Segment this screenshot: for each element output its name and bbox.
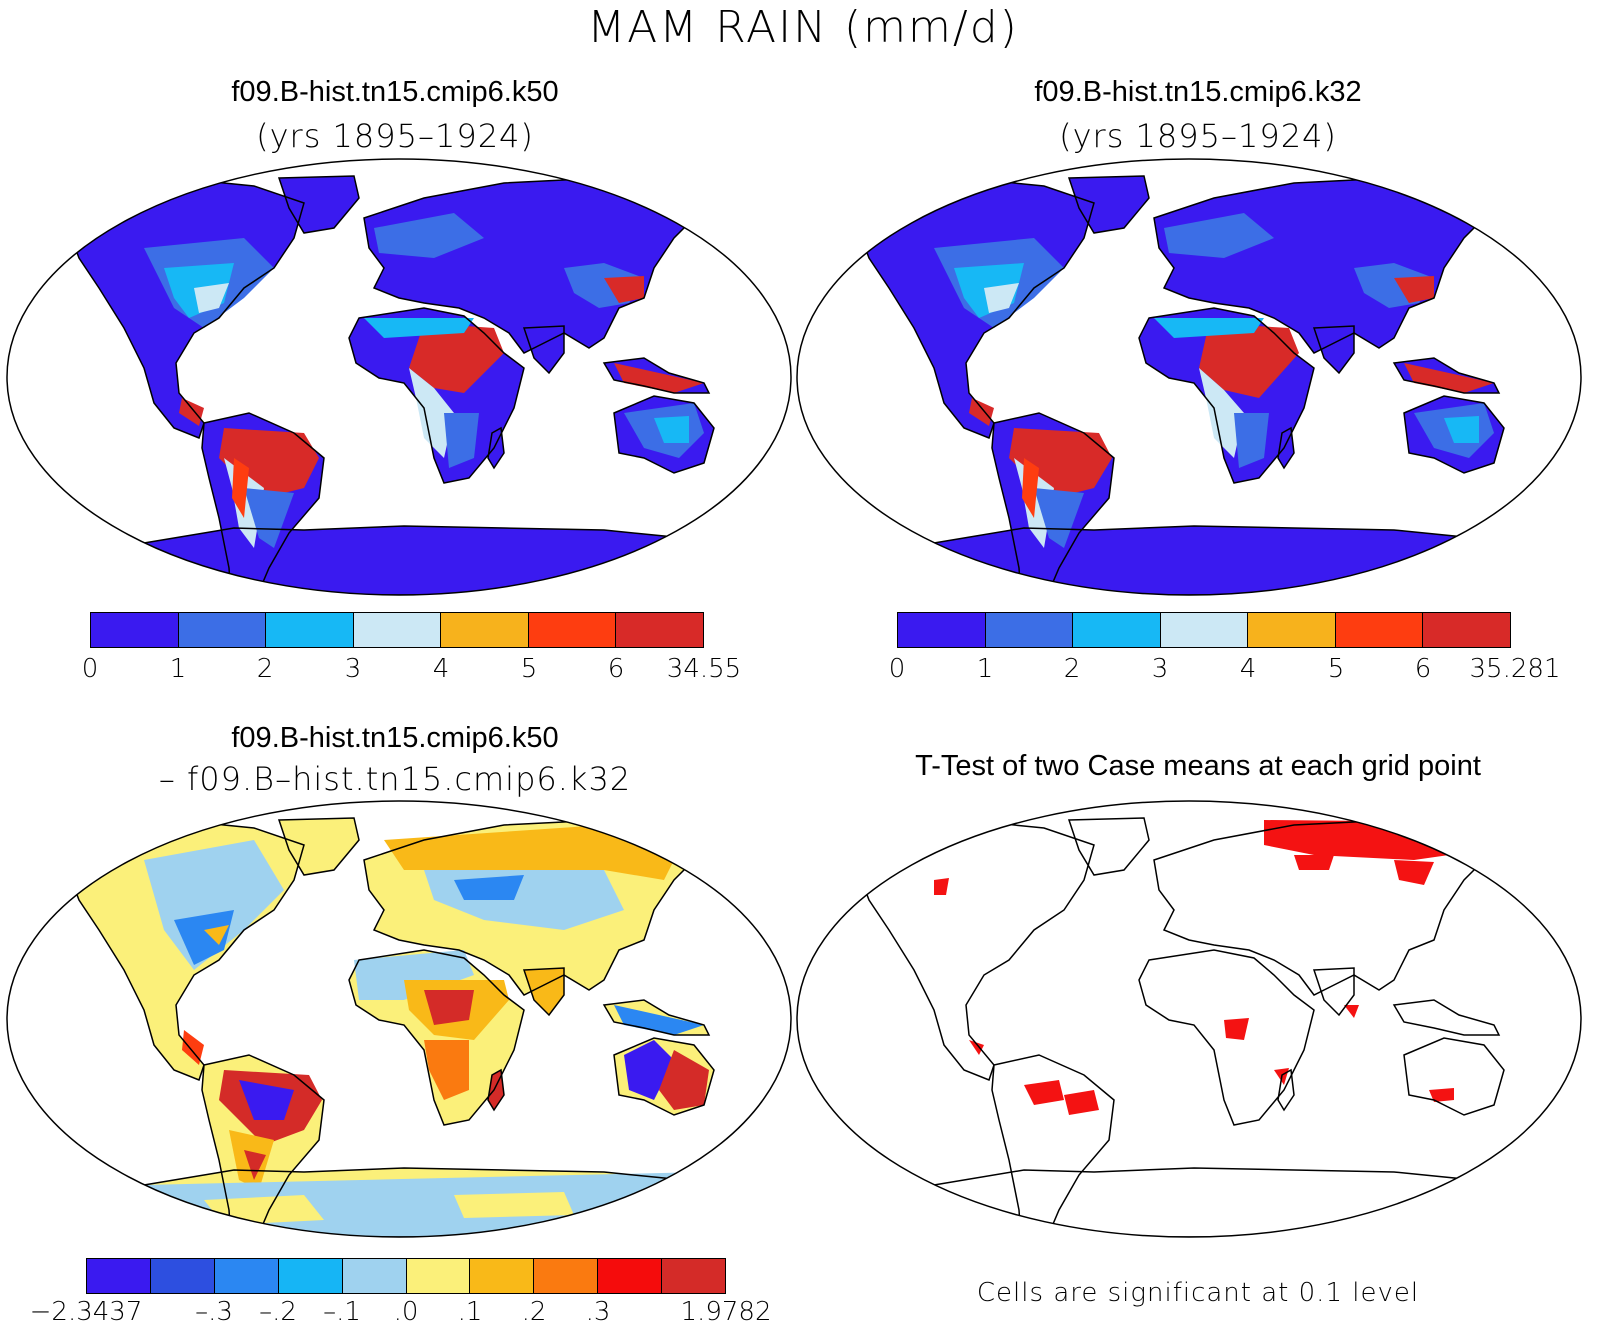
colorbar-tick-label: 6 <box>607 654 625 684</box>
colorbar-swatch <box>406 1259 471 1293</box>
colorbar-tick-label: 3 <box>1151 654 1169 684</box>
colorbar-tick-label: 1 <box>976 654 994 684</box>
map-difference <box>6 800 792 1238</box>
colorbar-swatch <box>1160 613 1249 647</box>
colorbar-swatch <box>616 613 704 647</box>
colorbar-swatch <box>278 1259 343 1293</box>
colorbar-rain-k50 <box>90 612 704 648</box>
colorbar-swatch <box>87 1259 151 1293</box>
colorbar-tick-label: 2 <box>256 654 274 684</box>
colorbar-tick-label: .3 <box>585 1297 611 1327</box>
colorbar-swatch <box>1423 613 1511 647</box>
colorbar-tick-label: 4 <box>432 654 450 684</box>
colorbar-tick-label: .0 <box>393 1297 419 1327</box>
colorbar-swatch <box>470 1259 535 1293</box>
colorbar-swatch <box>985 613 1074 647</box>
colorbar-swatch <box>178 613 267 647</box>
colorbar-difference <box>86 1258 726 1294</box>
colorbar-rain-k32 <box>897 612 1511 648</box>
colorbar-swatch <box>441 613 529 647</box>
panel-bl-subtitle: – f09.B–hist.tn15.cmip6.k32 <box>158 760 632 798</box>
colorbar-tick-label: 3 <box>344 654 362 684</box>
figure-title: MAM RAIN (mm/d) <box>587 2 1019 53</box>
panel-br-title: T-Test of two Case means at each grid po… <box>915 750 1481 782</box>
colorbar-swatch <box>91 613 179 647</box>
colorbar-tick-label: 34.55 <box>666 654 742 684</box>
colorbar-swatch <box>598 1259 663 1293</box>
map-ttest-significance <box>796 800 1582 1238</box>
colorbar-tick-label: –.2 <box>259 1297 297 1327</box>
panel-tl-subtitle: (yrs 1895–1924) <box>256 117 534 155</box>
colorbar-tick-label: 5 <box>520 654 538 684</box>
colorbar-tick-label: 35.281 <box>1469 654 1561 684</box>
colorbar-tick-label: .2 <box>521 1297 547 1327</box>
colorbar-tick-label: 4 <box>1239 654 1257 684</box>
colorbar-tick-label: .1 <box>457 1297 483 1327</box>
colorbar-tick-label: 5 <box>1327 654 1345 684</box>
colorbar-swatch <box>1335 613 1424 647</box>
colorbar-swatch <box>214 1259 279 1293</box>
colorbar-swatch <box>342 1259 407 1293</box>
panel-tl-title: f09.B-hist.tn15.cmip6.k50 <box>231 76 559 108</box>
map-k50-rain <box>6 158 792 596</box>
colorbar-swatch <box>150 1259 215 1293</box>
colorbar-swatch <box>1248 613 1336 647</box>
colorbar-swatch <box>662 1259 726 1293</box>
colorbar-swatch <box>1073 613 1161 647</box>
panel-tr-subtitle: (yrs 1895–1924) <box>1059 117 1337 155</box>
colorbar-tick-label: –.1 <box>323 1297 361 1327</box>
colorbar-tick-label: 0 <box>81 654 99 684</box>
colorbar-swatch <box>534 1259 599 1293</box>
colorbar-tick-label: 6 <box>1414 654 1432 684</box>
colorbar-swatch <box>898 613 986 647</box>
significance-note: Cells are significant at 0.1 level <box>976 1278 1420 1308</box>
colorbar-tick-label: 1.9782 <box>680 1297 772 1327</box>
colorbar-tick-label: 2 <box>1063 654 1081 684</box>
panel-bl-title: f09.B-hist.tn15.cmip6.k50 <box>231 722 559 754</box>
colorbar-swatch <box>353 613 442 647</box>
colorbar-tick-label: −2.3437 <box>29 1297 143 1327</box>
colorbar-tick-label: 0 <box>888 654 906 684</box>
colorbar-swatch <box>528 613 617 647</box>
colorbar-tick-label: 1 <box>169 654 187 684</box>
panel-tr-title: f09.B-hist.tn15.cmip6.k32 <box>1034 76 1362 108</box>
colorbar-swatch <box>266 613 354 647</box>
map-k32-rain <box>796 158 1582 596</box>
colorbar-tick-label: –.3 <box>195 1297 233 1327</box>
